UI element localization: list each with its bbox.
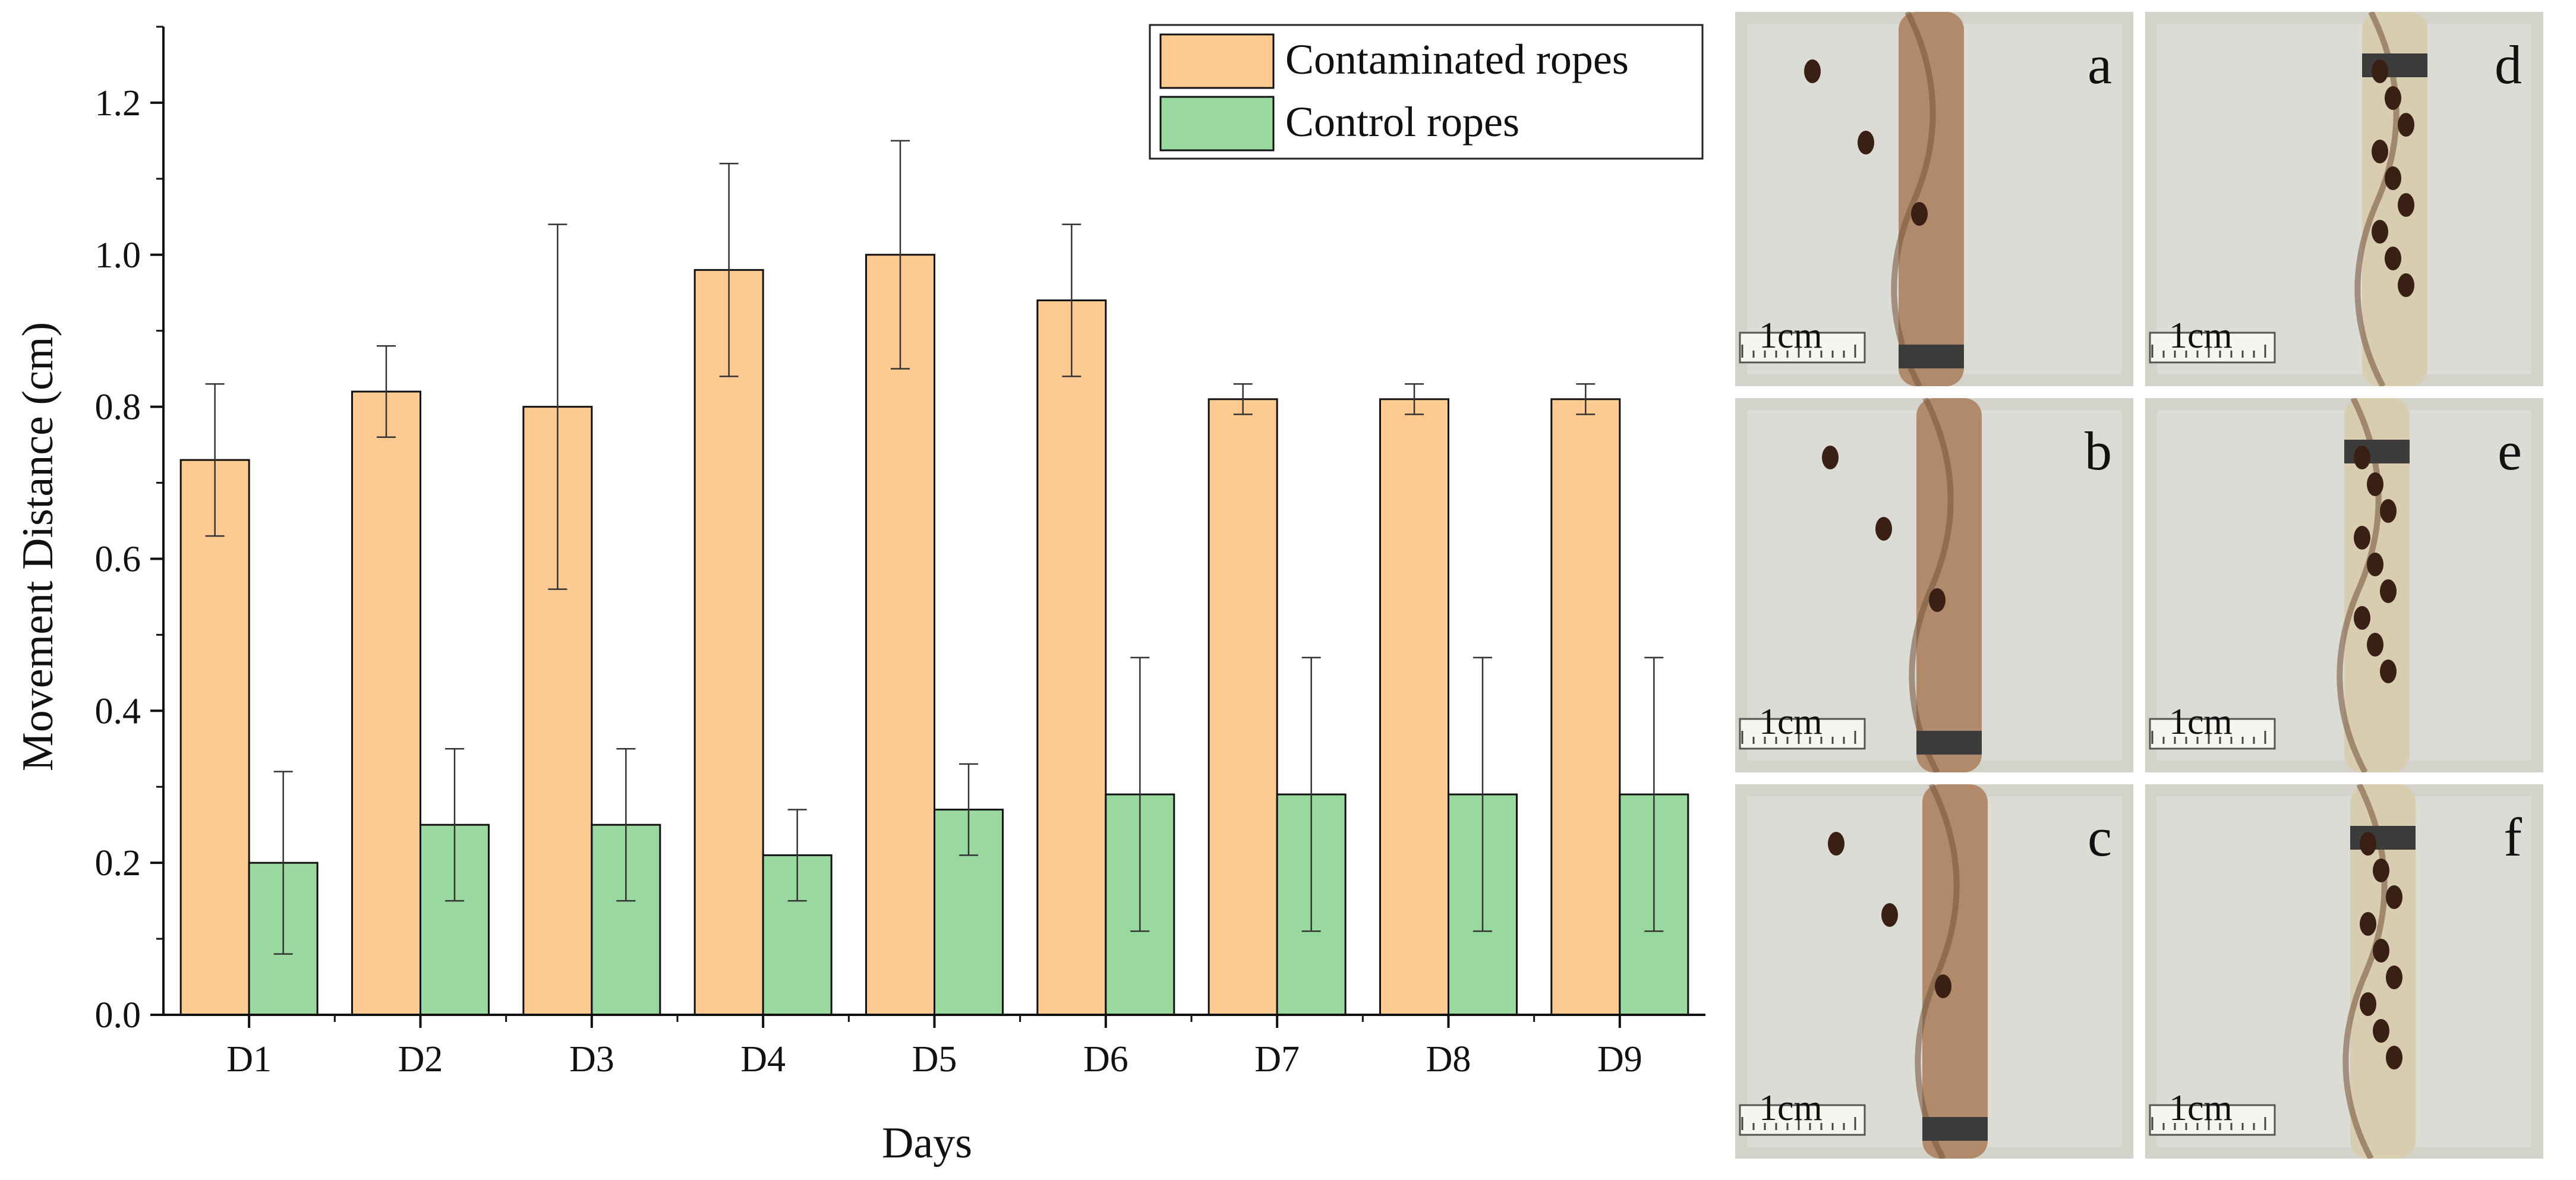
panel-label: f xyxy=(2504,807,2522,867)
rope-photo-illustration xyxy=(1735,784,2133,1159)
x-axis-label: Days xyxy=(882,1119,972,1168)
bar-contaminated-d5 xyxy=(865,254,935,1016)
scale-bar-label: 1cm xyxy=(2169,315,2233,356)
error-bar-control-d3 xyxy=(616,748,636,902)
scale-bar-label: 1cm xyxy=(2169,1088,2233,1128)
panel-label: e xyxy=(2498,421,2522,481)
y-tick-label: 0.0 xyxy=(95,995,141,1036)
error-bar-contaminated-d7 xyxy=(1233,383,1253,415)
photo-panel-d: d 1cm xyxy=(2145,12,2543,386)
bar-contaminated-d6 xyxy=(1036,299,1107,1016)
rope-photo-illustration xyxy=(1735,12,2133,386)
legend: Contaminated ropes Control ropes xyxy=(1149,24,1704,160)
x-tick-label-d9: D9 xyxy=(1597,1039,1642,1080)
error-bar-control-d5 xyxy=(959,763,978,856)
panel-label: a xyxy=(2088,34,2112,95)
rope-photo-illustration xyxy=(1735,398,2133,772)
panel-label: d xyxy=(2495,34,2522,95)
error-bars-layer xyxy=(205,140,1664,955)
error-bar-control-d6 xyxy=(1130,657,1150,932)
x-tick-label-d5: D5 xyxy=(912,1039,957,1080)
y-tick-label: 1.0 xyxy=(95,235,141,276)
scale-bar-label: 1cm xyxy=(1759,315,1823,356)
legend-swatch-control xyxy=(1159,96,1275,152)
y-axis-label: Movement Distance (cm) xyxy=(14,322,62,771)
y-tick-label: 0.6 xyxy=(95,539,141,579)
error-bar-control-d9 xyxy=(1644,657,1664,932)
error-bar-contaminated-d5 xyxy=(891,140,910,370)
bar-contaminated-d4 xyxy=(693,269,764,1016)
x-tick-label-d7: D7 xyxy=(1254,1039,1300,1080)
error-bar-contaminated-d3 xyxy=(548,223,567,590)
y-tick-label: 0.8 xyxy=(95,387,141,428)
error-bar-contaminated-d1 xyxy=(205,383,225,537)
x-tick-label-d1: D1 xyxy=(226,1039,272,1080)
scale-bar-label: 1cm xyxy=(1759,1088,1823,1128)
scale-bar-label: 1cm xyxy=(2169,702,2233,742)
error-bar-contaminated-d9 xyxy=(1576,383,1596,415)
error-bar-control-d7 xyxy=(1301,657,1321,932)
photo-panel-grid: a 1cm d 1cm b 1cm e 1cm c 1cm f 1cm xyxy=(1735,12,2567,1165)
x-tick-label-d2: D2 xyxy=(398,1039,443,1080)
rope-photo-illustration xyxy=(2145,784,2543,1159)
x-tick-label-d6: D6 xyxy=(1083,1039,1128,1080)
x-tick-label-d3: D3 xyxy=(569,1039,614,1080)
legend-label-control: Control ropes xyxy=(1285,98,1519,146)
panel-label: c xyxy=(2088,807,2112,867)
y-tick-label: 0.2 xyxy=(95,843,141,884)
y-tick-label: 1.2 xyxy=(95,83,141,124)
error-bar-control-d8 xyxy=(1473,657,1492,932)
bars-layer xyxy=(179,254,1689,1016)
error-bar-contaminated-d2 xyxy=(377,345,396,438)
photo-panel-c: c 1cm xyxy=(1735,784,2133,1159)
legend-swatch-contaminated xyxy=(1159,33,1275,89)
rope-photo-illustration xyxy=(2145,398,2543,772)
error-bar-control-d2 xyxy=(445,748,464,902)
bar-chart: D1 D2 D3 D4 D5 D6 D7 D8 D90.00.20.40.60.81.01.2 … xyxy=(14,24,1705,1168)
photo-panel-b: b 1cm xyxy=(1735,398,2133,772)
photo-panel-f: f 1cm xyxy=(2145,784,2543,1159)
error-bar-control-d4 xyxy=(787,809,807,902)
panel-label: b xyxy=(2085,421,2112,481)
legend-label-contaminated: Contaminated ropes xyxy=(1285,36,1629,83)
error-bar-contaminated-d8 xyxy=(1405,383,1424,415)
x-tick-label-d4: D4 xyxy=(740,1039,786,1080)
photo-panel-a: a 1cm xyxy=(1735,12,2133,386)
bar-contaminated-d1 xyxy=(179,459,250,1016)
bar-contaminated-d2 xyxy=(351,390,421,1016)
error-bar-contaminated-d6 xyxy=(1062,223,1082,377)
bar-contaminated-d7 xyxy=(1207,398,1278,1016)
bar-contaminated-d8 xyxy=(1379,398,1449,1016)
bar-contaminated-d9 xyxy=(1550,398,1621,1016)
photo-panel-e: e 1cm xyxy=(2145,398,2543,772)
scale-bar-label: 1cm xyxy=(1759,702,1823,742)
error-bar-control-d1 xyxy=(273,771,293,955)
rope-photo-illustration xyxy=(2145,12,2543,386)
x-tick-label-d8: D8 xyxy=(1426,1039,1471,1080)
bar-control-d3 xyxy=(591,824,661,1016)
y-tick-label: 0.4 xyxy=(95,691,141,731)
error-bar-contaminated-d4 xyxy=(719,163,739,377)
axes-layer: D1 D2 D3 D4 D5 D6 D7 D8 D9 0.0 0.2 0.4 0.6 0.8 1.0 1.2 xyxy=(95,26,1705,1080)
